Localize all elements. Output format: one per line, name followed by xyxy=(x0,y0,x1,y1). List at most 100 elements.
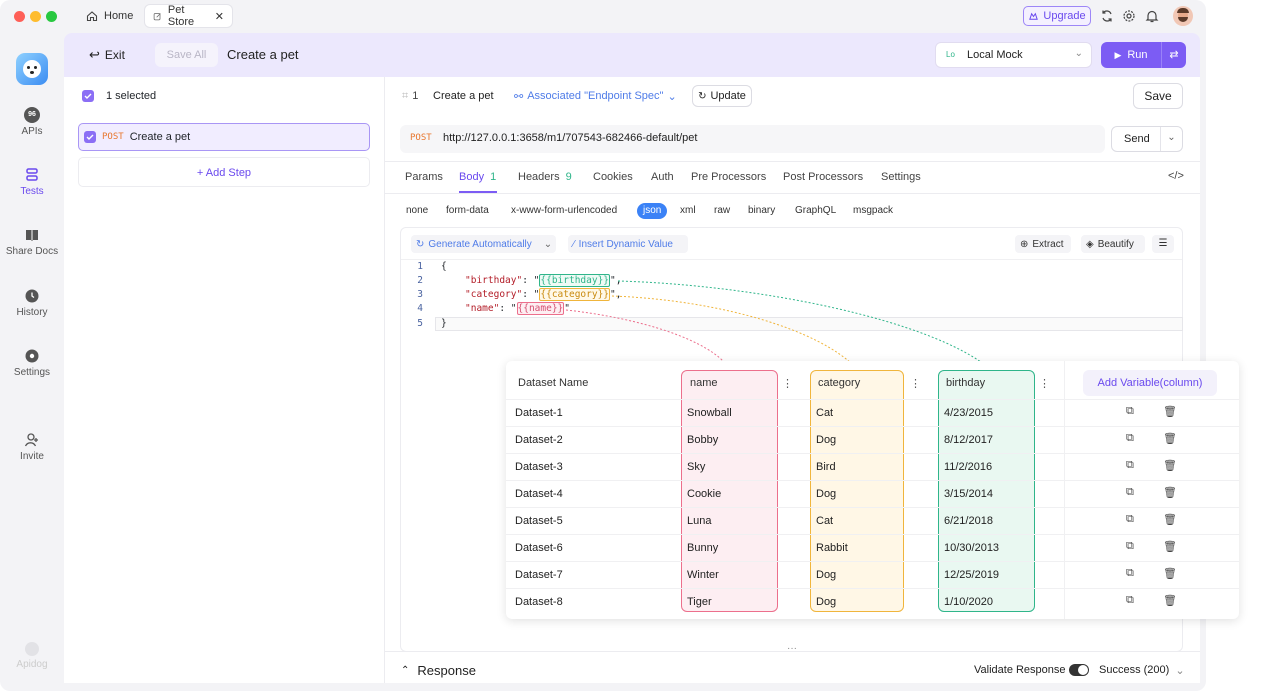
cell-name[interactable]: Winter xyxy=(687,569,719,581)
select-all-checkbox[interactable] xyxy=(82,90,94,102)
table-row[interactable]: Dataset-7 Winter Dog 12/25/2019 ⧉ 🗑 xyxy=(506,561,1239,588)
cell-dataset[interactable]: Dataset-2 xyxy=(515,434,563,446)
close-window-button[interactable] xyxy=(14,11,25,22)
add-step-button[interactable]: + Add Step xyxy=(78,157,370,187)
drag-handle-icon[interactable]: ··· xyxy=(787,643,797,654)
cell-birthday[interactable]: 6/21/2018 xyxy=(944,515,993,527)
project-logo[interactable] xyxy=(16,53,48,85)
delete-icon[interactable]: 🗑 xyxy=(1163,568,1177,580)
sidebar-item-invite[interactable]: Invite xyxy=(0,432,64,462)
sidebar-item-tests[interactable]: Tests xyxy=(0,167,64,197)
delete-icon[interactable]: 🗑 xyxy=(1163,433,1177,445)
column-header-name[interactable]: name xyxy=(690,377,718,389)
cell-birthday[interactable]: 3/15/2014 xyxy=(944,488,993,500)
send-button[interactable]: Send ⌄ xyxy=(1111,126,1183,152)
run-options-button[interactable]: ⇄ xyxy=(1161,42,1186,68)
tab-body[interactable]: Body 1 xyxy=(459,171,496,183)
delete-icon[interactable]: 🗑 xyxy=(1163,487,1177,499)
body-type-xml[interactable]: xml xyxy=(680,205,696,216)
body-type-none[interactable]: none xyxy=(406,205,429,216)
cell-birthday[interactable]: 1/10/2020 xyxy=(944,596,993,608)
copy-icon[interactable]: ⧉ xyxy=(1126,513,1134,525)
body-type-urlencoded[interactable]: x-www-form-urlencoded xyxy=(511,205,618,216)
cell-name[interactable]: Tiger xyxy=(687,596,712,608)
cell-category[interactable]: Rabbit xyxy=(816,542,848,554)
body-type-msgpack[interactable]: msgpack xyxy=(853,205,894,216)
delete-icon[interactable]: 🗑 xyxy=(1163,460,1177,472)
delete-icon[interactable]: 🗑 xyxy=(1163,514,1177,526)
zoom-window-button[interactable] xyxy=(46,11,57,22)
sync-icon[interactable] xyxy=(1100,9,1114,23)
minimize-window-button[interactable] xyxy=(30,11,41,22)
validate-response-toggle[interactable] xyxy=(1069,664,1089,676)
cell-name[interactable]: Luna xyxy=(687,515,712,527)
cell-birthday[interactable]: 12/25/2019 xyxy=(944,569,1000,581)
chevron-down-icon[interactable]: ⌄ xyxy=(1160,127,1182,151)
delete-icon[interactable]: 🗑 xyxy=(1163,541,1177,553)
table-row[interactable]: Dataset-8 Tiger Dog 1/10/2020 ⧉ 🗑 xyxy=(506,588,1239,615)
cell-dataset[interactable]: Dataset-1 xyxy=(515,407,563,419)
step-checkbox[interactable] xyxy=(84,131,96,143)
table-row[interactable]: Dataset-3 Sky Bird 11/2/2016 ⧉ 🗑 xyxy=(506,453,1239,480)
sidebar-item-settings[interactable]: Settings xyxy=(0,348,64,378)
response-status-select[interactable]: Success (200) ⌄ xyxy=(1099,664,1185,677)
delete-icon[interactable]: 🗑 xyxy=(1163,595,1177,607)
format-options-icon[interactable]: ☰ xyxy=(1152,235,1174,253)
cell-birthday[interactable]: 10/30/2013 xyxy=(944,542,1000,554)
copy-icon[interactable]: ⧉ xyxy=(1126,405,1134,417)
step-item[interactable]: POST Create a pet xyxy=(78,123,370,151)
copy-icon[interactable]: ⧉ xyxy=(1126,540,1134,552)
copy-icon[interactable]: ⧉ xyxy=(1126,567,1134,579)
column-menu-icon[interactable]: ⋮ xyxy=(1039,378,1050,390)
cell-dataset[interactable]: Dataset-8 xyxy=(515,596,563,608)
cell-category[interactable]: Cat xyxy=(816,407,834,419)
code-view-icon[interactable]: </> xyxy=(1168,170,1184,182)
upgrade-button[interactable]: Upgrade xyxy=(1023,6,1091,26)
tab-home[interactable]: Home xyxy=(78,5,141,27)
cell-dataset[interactable]: Dataset-7 xyxy=(515,569,563,581)
environment-select[interactable]: Lo Local Mock ⌄ xyxy=(935,42,1092,68)
table-row[interactable]: Dataset-2 Bobby Dog 8/12/2017 ⧉ 🗑 xyxy=(506,426,1239,453)
cell-dataset[interactable]: Dataset-5 xyxy=(515,515,563,527)
table-row[interactable]: Dataset-4 Cookie Dog 3/15/2014 ⧉ 🗑 xyxy=(506,480,1239,507)
cell-category[interactable]: Cat xyxy=(816,515,834,527)
column-menu-icon[interactable]: ⋮ xyxy=(782,378,793,390)
table-row[interactable]: Dataset-5 Luna Cat 6/21/2018 ⧉ 🗑 xyxy=(506,507,1239,534)
body-type-form-data[interactable]: form-data xyxy=(446,205,489,216)
cell-birthday[interactable]: 4/23/2015 xyxy=(944,407,993,419)
tab-auth[interactable]: Auth xyxy=(651,171,674,183)
sidebar-item-apis[interactable]: 96 APIs xyxy=(0,107,64,137)
tab-params[interactable]: Params xyxy=(405,171,443,183)
copy-icon[interactable]: ⧉ xyxy=(1126,594,1134,606)
tab-headers[interactable]: Headers 9 xyxy=(518,171,572,183)
copy-icon[interactable]: ⧉ xyxy=(1126,486,1134,498)
column-header-birthday[interactable]: birthday xyxy=(946,377,986,389)
cell-category[interactable]: Bird xyxy=(816,461,836,473)
cell-category[interactable]: Dog xyxy=(816,434,837,446)
tab-post-processors[interactable]: Post Processors xyxy=(783,171,864,183)
table-row[interactable]: Dataset-1 Snowball Cat 4/23/2015 ⧉ 🗑 xyxy=(506,399,1239,426)
response-section-toggle[interactable]: ⌃ Response xyxy=(401,663,476,678)
run-button[interactable]: ▶ Run xyxy=(1101,42,1161,68)
cell-name[interactable]: Bunny xyxy=(687,542,719,554)
cell-dataset[interactable]: Dataset-3 xyxy=(515,461,563,473)
copy-icon[interactable]: ⧉ xyxy=(1126,459,1134,471)
generate-automatically-button[interactable]: ↻ Generate Automatically ⌄ xyxy=(411,235,556,253)
select-all-row[interactable]: 1 selected xyxy=(82,90,156,102)
cell-name[interactable]: Sky xyxy=(687,461,706,473)
save-all-button[interactable]: Save All xyxy=(155,43,218,67)
cell-birthday[interactable]: 11/2/2016 xyxy=(944,461,993,473)
body-type-json[interactable]: json xyxy=(637,203,668,219)
delete-icon[interactable]: 🗑 xyxy=(1163,406,1177,418)
cell-name[interactable]: Cookie xyxy=(687,488,722,500)
cell-dataset[interactable]: Dataset-4 xyxy=(515,488,563,500)
tab-close-icon[interactable]: ✕ xyxy=(214,10,224,23)
table-row[interactable]: Dataset-6 Bunny Rabbit 10/30/2013 ⧉ 🗑 xyxy=(506,534,1239,561)
cell-birthday[interactable]: 8/12/2017 xyxy=(944,434,993,446)
sidebar-item-history[interactable]: History xyxy=(0,288,64,318)
associated-endpoint-link[interactable]: ⚯ Associated "Endpoint Spec" ⌄ xyxy=(514,90,677,103)
url-bar[interactable]: POST http://127.0.0.1:3658/m1/707543-682… xyxy=(400,125,1105,153)
sidebar-item-share-docs[interactable]: Share Docs xyxy=(0,227,64,257)
bell-icon[interactable] xyxy=(1145,9,1159,23)
tab-pre-processors[interactable]: Pre Processors xyxy=(691,171,767,183)
